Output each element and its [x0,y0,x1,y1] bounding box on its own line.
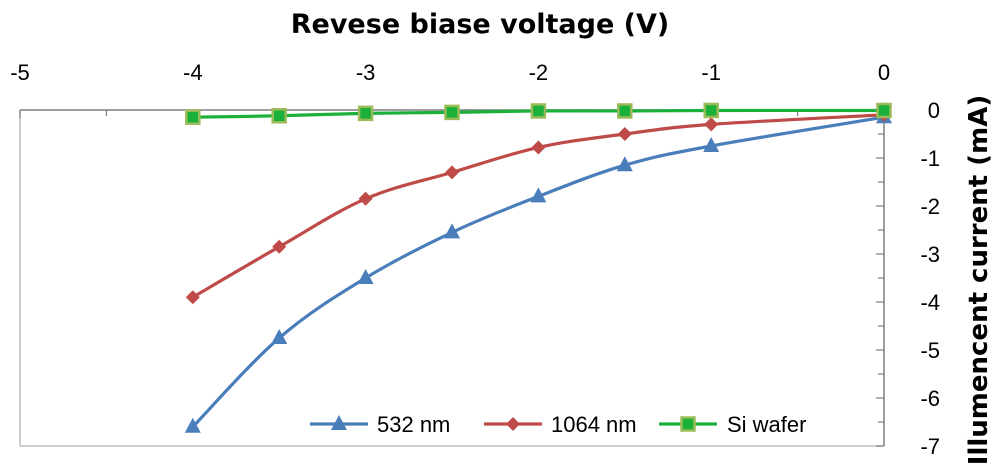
y-tick-label: -3 [920,242,940,267]
data-point-1064-nm [358,191,373,206]
x-tick-label: -4 [183,60,203,85]
data-point-1064-nm [531,140,546,155]
data-point-si-wafer [703,102,719,119]
data-point-532-nm [530,187,547,203]
y-axis-title: Illumencent current (mA) [964,95,994,465]
x-tick-label: -3 [356,60,376,85]
series-532-nm [184,108,892,433]
data-point-1064-nm [272,239,287,254]
data-point-si-wafer [357,105,374,122]
y-tick-label: -6 [920,386,940,411]
y-tick-label: -5 [920,338,940,363]
legend-label-532-nm: 532 nm [377,412,450,437]
data-point-532-nm [271,329,288,344]
legend-marker-532-nm [331,415,347,430]
data-point-532-nm [184,417,201,433]
axes: -5 -4 -3 -2 -1 0 0 -1 -2 -3 -4 -5 -6 -7 [10,60,940,459]
legend-label-si-wafer: Si wafer [727,412,806,437]
data-point-1064-nm [185,290,200,305]
legend: 532 nm 1064 nm Si wafer [310,412,806,437]
legend-marker-1064-nm [506,417,520,431]
y-tick-label: -1 [920,146,940,171]
series-si-wafer [185,102,892,125]
data-point-si-wafer [530,103,547,119]
data-point-si-wafer [185,109,201,125]
x-tick-label: -1 [701,60,721,85]
data-point-si-wafer [876,102,892,119]
y-tick-label: -2 [920,194,940,219]
data-point-si-wafer [271,108,287,124]
x-axis-title: Revese biase voltage (V) [291,9,670,40]
x-tick-label: 0 [878,60,890,85]
legend-label-1064-nm: 1064 nm [551,412,637,437]
y-tick-label: -7 [920,434,940,459]
data-point-si-wafer [444,104,460,121]
data-point-1064-nm [617,127,632,141]
y-tick-label: -4 [920,290,940,315]
data-point-532-nm [444,223,460,239]
data-point-si-wafer [617,103,633,119]
series-1064-nm [185,107,891,305]
series-group [184,102,892,433]
data-point-532-nm [616,156,633,172]
y-tick-label: 0 [928,98,940,123]
data-point-532-nm [357,269,374,284]
data-point-532-nm [703,137,720,152]
x-tick-label: -5 [10,60,30,85]
x-tick-label: -2 [529,60,549,85]
data-point-1064-nm [445,165,459,180]
series-line-532-nm [191,115,885,428]
legend-marker-si-wafer [680,416,696,432]
data-point-1064-nm [704,117,719,132]
